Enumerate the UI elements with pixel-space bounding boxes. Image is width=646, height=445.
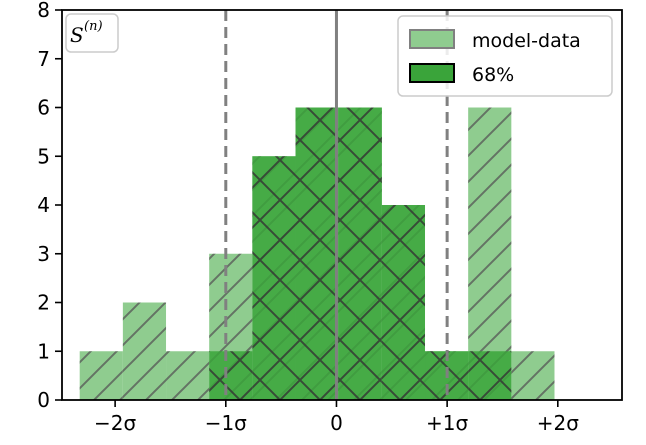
bar-hatch <box>166 351 210 400</box>
x-tick-label: 0 <box>330 411 343 435</box>
y-tick-label: 8 <box>37 0 50 22</box>
bar-model-data-2 <box>166 351 210 400</box>
bar-68-percent-1 <box>252 156 296 400</box>
bar-68-percent-6 <box>468 351 512 400</box>
legend-label-model-data: model-data <box>472 30 581 52</box>
legend-swatch-68-percent <box>409 63 455 83</box>
legend-swatch-model-data <box>409 29 455 49</box>
y-tick-label: 1 <box>37 339 50 363</box>
legend-label-68-percent: 68% <box>472 64 514 86</box>
bar-hatch <box>511 351 555 400</box>
reference-lines <box>224 10 449 400</box>
y-tick-label: 7 <box>37 47 50 71</box>
y-tick-label: 4 <box>37 193 50 217</box>
y-tick-label: 0 <box>37 388 50 412</box>
y-tick-label: 2 <box>37 291 50 315</box>
bar-68-percent-3 <box>338 107 382 400</box>
bar-hatch <box>295 107 339 400</box>
y-tick-label: 3 <box>37 242 50 266</box>
bar-68-percent-2 <box>295 107 339 400</box>
panel-tag-letter: S <box>70 23 84 47</box>
legend: model-data 68% <box>397 15 613 97</box>
bar-68-percent-0 <box>209 351 253 400</box>
bar-hatch <box>252 156 296 400</box>
x-tick-label: +2σ <box>537 411 579 435</box>
bar-model-data-10 <box>511 351 555 400</box>
y-axis-ticks: 0 1 2 3 4 5 6 7 8 <box>37 0 62 412</box>
sixty-eight-percent-bars <box>209 107 512 400</box>
x-tick-label: −2σ <box>94 411 136 435</box>
bar-hatch <box>468 351 512 400</box>
bar-68-percent-4 <box>381 205 426 400</box>
x-axis-ticks: −2σ −1σ 0 +1σ +2σ <box>94 400 579 435</box>
bar-hatch <box>338 107 382 400</box>
y-tick-label: 5 <box>37 144 50 168</box>
y-tick-label: 6 <box>37 96 50 120</box>
bar-hatch <box>381 205 426 400</box>
panel-tag: S (n) <box>65 13 119 53</box>
x-tick-label: −1σ <box>205 411 247 435</box>
bar-hatch <box>122 302 167 400</box>
x-tick-label: +1σ <box>426 411 468 435</box>
panel-tag-superscript: (n) <box>84 19 103 34</box>
bar-hatch <box>79 351 123 400</box>
bar-hatch <box>209 351 253 400</box>
bar-model-data-1 <box>122 302 167 400</box>
bar-model-data-0 <box>79 351 123 400</box>
